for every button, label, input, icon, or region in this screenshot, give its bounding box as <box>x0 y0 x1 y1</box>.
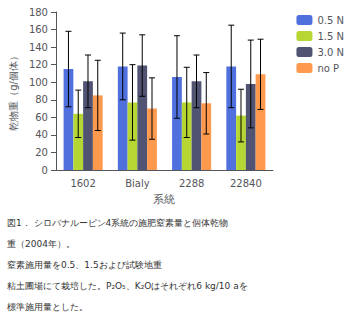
svg-text:80: 80 <box>35 94 48 105</box>
svg-text:120: 120 <box>29 59 48 70</box>
svg-text:窒素施用量を0.5、1.5および試験地重: 窒素施用量を0.5、1.5および試験地重 <box>7 260 162 270</box>
svg-text:160: 160 <box>29 24 48 35</box>
svg-text:3.0 N: 3.0 N <box>317 47 344 58</box>
svg-text:1602: 1602 <box>70 178 95 189</box>
svg-text:0: 0 <box>42 165 48 176</box>
svg-text:22840: 22840 <box>230 178 262 189</box>
svg-text:乾物重（g/個体）: 乾物重（g/個体） <box>8 51 19 131</box>
svg-text:Bialy: Bialy <box>125 178 150 189</box>
svg-text:180: 180 <box>29 7 48 18</box>
svg-text:標準施用量とした。: 標準施用量とした。 <box>7 302 88 312</box>
svg-text:系統: 系統 <box>153 193 175 206</box>
svg-text:100: 100 <box>29 77 48 88</box>
svg-text:60: 60 <box>35 112 48 123</box>
svg-text:図1． シロバナルーピン4系統の施肥窒素量と個体乾物: 図1． シロバナルーピン4系統の施肥窒素量と個体乾物 <box>7 218 228 228</box>
svg-text:1.5 N: 1.5 N <box>317 31 344 42</box>
svg-text:0.5 N: 0.5 N <box>317 15 344 26</box>
svg-text:no P: no P <box>317 63 339 74</box>
svg-text:重（2004年）。: 重（2004年）。 <box>7 239 75 249</box>
svg-text:40: 40 <box>35 129 48 140</box>
svg-text:20: 20 <box>35 147 48 158</box>
svg-text:2288: 2288 <box>179 178 204 189</box>
svg-text:粘土圃場にて栽培した。P₂O₅、K₂Oはそれぞれ6 kg/1: 粘土圃場にて栽培した。P₂O₅、K₂Oはそれぞれ6 kg/10 aを <box>7 281 248 291</box>
svg-text:140: 140 <box>29 42 48 53</box>
